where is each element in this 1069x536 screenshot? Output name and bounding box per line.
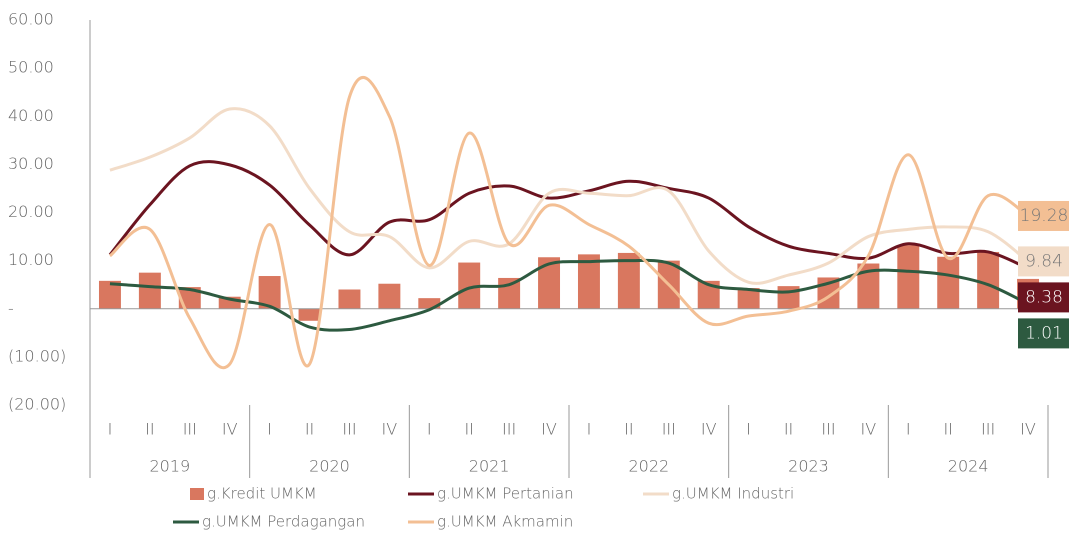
x-tick-label: I xyxy=(906,420,911,439)
y-tick-label: 10.00 xyxy=(8,250,54,269)
x-tick-label: IV xyxy=(541,420,557,439)
year-label: 2022 xyxy=(628,457,669,476)
bar xyxy=(538,257,561,309)
y-tick-label: (10.00) xyxy=(8,346,66,365)
bar xyxy=(458,262,481,309)
bar xyxy=(378,283,401,309)
bar xyxy=(977,251,1000,309)
end-label-box xyxy=(1018,282,1069,313)
end-label: 1.01 xyxy=(1018,318,1069,349)
bar xyxy=(258,276,281,309)
x-tick-label: III xyxy=(502,420,516,439)
x-tick-label: III xyxy=(981,420,995,439)
year-label: 2024 xyxy=(948,457,989,476)
end-label-box xyxy=(1018,318,1069,349)
y-tick-label: 50.00 xyxy=(8,58,54,77)
bar xyxy=(617,252,640,309)
legend-label: g.Kredit UMKM xyxy=(207,485,317,503)
x-tick-label: III xyxy=(821,420,835,439)
legend-label: g.UMKM Pertanian xyxy=(437,485,574,503)
y-tick-label: 30.00 xyxy=(8,154,54,173)
year-label: 2023 xyxy=(788,457,829,476)
line xyxy=(108,75,1029,369)
legend-label: g.UMKM Industri xyxy=(672,485,794,503)
x-tick-label: I xyxy=(746,420,751,439)
x-tick-label: IV xyxy=(861,420,877,439)
x-tick-label: IV xyxy=(382,420,398,439)
year-label: 2021 xyxy=(469,457,510,476)
end-label-text: 8.38 xyxy=(1025,287,1063,307)
end-label-text: 9.84 xyxy=(1025,251,1063,271)
end-label-box xyxy=(1018,246,1069,277)
y-tick-label: 40.00 xyxy=(8,106,54,125)
x-tick-label: IV xyxy=(1020,420,1036,439)
x-tick-label: II xyxy=(145,420,154,439)
x-tick-label: III xyxy=(662,420,676,439)
x-tick-label: IV xyxy=(701,420,717,439)
end-label-box xyxy=(1018,200,1069,231)
bar xyxy=(857,263,880,309)
x-tick-label: I xyxy=(587,420,592,439)
x-tick-label: II xyxy=(464,420,473,439)
end-label: 19.28 xyxy=(1018,200,1069,231)
bar xyxy=(138,272,161,309)
bar xyxy=(298,308,321,321)
year-label: 2019 xyxy=(149,457,190,476)
x-tick-label: I xyxy=(108,420,113,439)
x-tick-label: IV xyxy=(222,420,238,439)
bar xyxy=(338,289,361,309)
legend-swatch xyxy=(190,488,204,500)
bar xyxy=(737,288,760,309)
bar xyxy=(418,298,441,309)
y-tick-label: 20.00 xyxy=(8,202,54,221)
year-label: 2020 xyxy=(309,457,350,476)
legend-label: g.UMKM Akmamin xyxy=(437,513,573,531)
x-tick-label: I xyxy=(427,420,432,439)
end-label: 9.84 xyxy=(1018,246,1069,277)
bar xyxy=(937,256,960,309)
x-tick-label: II xyxy=(784,420,793,439)
x-tick-label: III xyxy=(183,420,197,439)
x-tick-label: I xyxy=(267,420,272,439)
bar xyxy=(98,280,121,309)
bar xyxy=(897,245,920,309)
legend-label: g.UMKM Perdagangan xyxy=(202,513,365,531)
bar xyxy=(697,280,720,309)
x-tick-label: II xyxy=(305,420,314,439)
bar xyxy=(577,254,600,309)
y-tick-label: - xyxy=(8,298,14,317)
line xyxy=(109,107,1029,285)
end-label-text: 1.01 xyxy=(1025,323,1063,343)
y-tick-label: 60.00 xyxy=(8,10,54,29)
x-tick-label: III xyxy=(342,420,356,439)
line xyxy=(109,258,1029,332)
end-label: 8.38 xyxy=(1018,282,1069,313)
line xyxy=(108,160,1029,270)
end-label-text: 19.28 xyxy=(1020,206,1069,226)
x-tick-label: II xyxy=(624,420,633,439)
x-tick-label: II xyxy=(943,420,952,439)
y-tick-label: (20.00) xyxy=(8,395,66,414)
